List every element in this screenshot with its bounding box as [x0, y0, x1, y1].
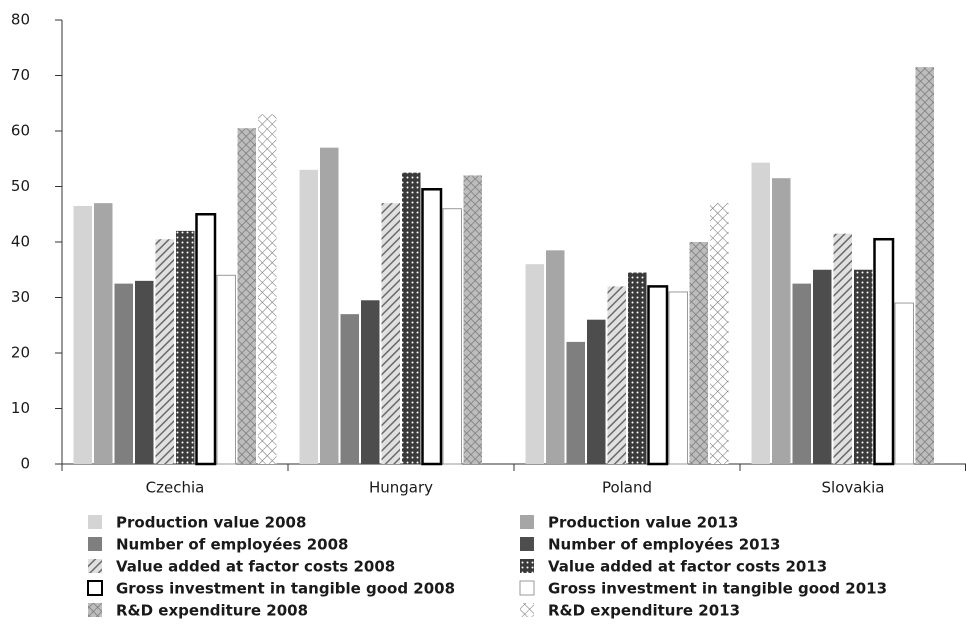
- bar: [361, 300, 380, 464]
- x-tick-label: Poland: [602, 479, 652, 497]
- legend-swatch: [88, 515, 102, 529]
- bar: [873, 237, 895, 466]
- legend-swatch: [520, 603, 534, 617]
- bar: [854, 269, 873, 464]
- legend-swatch: [88, 603, 102, 617]
- legend-label: Number of employées 2013: [548, 536, 780, 554]
- legend-label: R&D expenditure 2013: [548, 602, 740, 620]
- bar: [792, 283, 811, 464]
- bar: [647, 285, 669, 466]
- y-tick-label: 40: [11, 233, 30, 251]
- legend-swatch: [520, 559, 534, 573]
- bar: [73, 205, 92, 465]
- legend-label: Production value 2013: [548, 514, 738, 532]
- bar: [607, 286, 626, 464]
- bar: [587, 319, 606, 464]
- bar: [813, 269, 832, 464]
- y-tick-label: 20: [11, 344, 30, 362]
- bar: [546, 250, 565, 464]
- legend-label: Gross investment in tangible good 2013: [548, 580, 887, 598]
- legend-swatch: [520, 537, 534, 551]
- bar: [381, 203, 400, 464]
- bar: [320, 147, 339, 464]
- bar: [216, 274, 236, 465]
- bar: [751, 162, 770, 464]
- bar: [299, 169, 318, 464]
- legend-swatch: [520, 515, 534, 529]
- legend-label: Value added at factor costs 2008: [116, 558, 395, 576]
- bar: [135, 280, 154, 464]
- bar: [237, 128, 256, 464]
- y-tick-label: 60: [11, 122, 30, 140]
- y-tick-label: 50: [11, 177, 30, 195]
- legend-swatch: [87, 580, 103, 596]
- bar: [566, 341, 585, 464]
- bar: [176, 230, 195, 464]
- legend-swatch: [88, 537, 102, 551]
- y-tick-label: 70: [11, 66, 30, 84]
- legend-label: Number of employées 2008: [116, 536, 348, 554]
- bar: [689, 242, 708, 464]
- bar: [915, 67, 934, 465]
- y-tick-label: 10: [11, 399, 30, 417]
- bar: [340, 314, 359, 464]
- bar: [833, 233, 852, 464]
- bar: [195, 213, 217, 466]
- bar: [772, 178, 791, 465]
- y-tick-label: 0: [20, 455, 30, 473]
- legend-label: R&D expenditure 2008: [116, 602, 308, 620]
- bar: [463, 175, 482, 464]
- x-tick-label: Slovakia: [822, 479, 885, 497]
- bar: [402, 172, 421, 464]
- bar: [894, 302, 914, 465]
- legend-swatch: [88, 559, 102, 573]
- y-tick-label: 80: [11, 11, 30, 29]
- legend-label: Gross investment in tangible good 2008: [116, 580, 455, 598]
- x-tick-label: Czechia: [146, 479, 205, 497]
- bar: [668, 291, 688, 465]
- bar: [114, 283, 133, 464]
- bar: [94, 203, 113, 464]
- bar: [258, 114, 277, 464]
- bar: [442, 208, 462, 465]
- bar: [628, 272, 647, 464]
- bar: [155, 239, 174, 464]
- x-tick-label: Hungary: [369, 479, 433, 497]
- legend-label: Production value 2008: [116, 514, 306, 532]
- legend-swatch: [519, 580, 535, 596]
- y-tick-label: 30: [11, 288, 30, 306]
- bar: [710, 203, 729, 464]
- bar: [525, 264, 544, 464]
- legend-label: Value added at factor costs 2013: [548, 558, 827, 576]
- bar: [421, 188, 443, 466]
